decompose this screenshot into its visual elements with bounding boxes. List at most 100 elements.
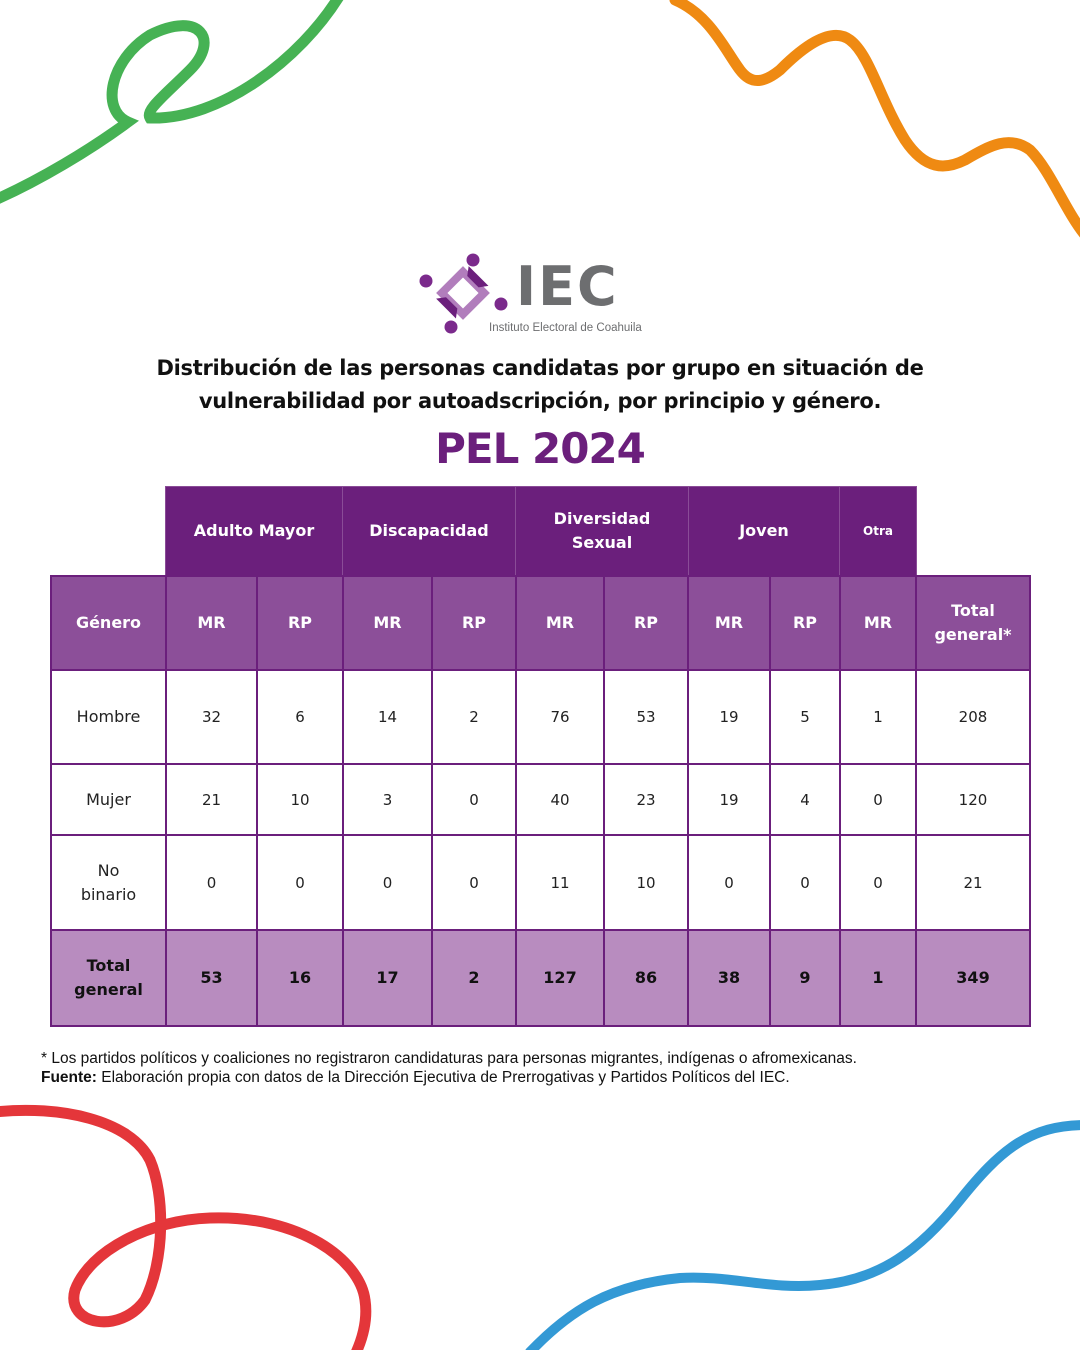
table-cell: 0: [256, 834, 344, 931]
cell-value: 10: [636, 873, 656, 892]
table-cell-total: 21: [915, 834, 1031, 931]
header-label: MR: [714, 613, 744, 632]
red-squiggle-icon: [0, 1104, 372, 1350]
total-cell: 2: [431, 929, 517, 1027]
cell-value: 0: [469, 790, 479, 809]
table-cell: 21: [165, 763, 258, 836]
source-line: Fuente: Elaboración propia con datos de …: [41, 1068, 1051, 1087]
row-label-mujer: Mujer: [50, 763, 167, 836]
table-cell: 76: [515, 669, 605, 765]
cell-value: 0: [724, 873, 734, 892]
group-header-otra: Otra: [839, 486, 917, 576]
row-label-total-general: Total general: [50, 929, 167, 1027]
cell-value: 53: [200, 968, 223, 987]
table-cell: 0: [687, 834, 771, 931]
header-label: MR: [373, 613, 402, 632]
cell-value: 14: [377, 708, 398, 726]
cell-value: 5: [800, 708, 810, 726]
cell-value: 2: [468, 968, 480, 987]
table-cell: 2: [431, 669, 517, 765]
source-label: Fuente:: [41, 1069, 97, 1086]
column-header-rp: RP: [256, 575, 344, 671]
row-label-hombre: Hombre: [50, 669, 167, 765]
iec-logo-mark-icon: [419, 253, 508, 334]
cell-value: 1: [872, 968, 884, 987]
cell-value: 53: [636, 708, 656, 726]
table-cell: 40: [515, 763, 605, 836]
cell-value: 32: [201, 708, 222, 726]
cell-value: 9: [799, 968, 811, 987]
cell-value: 23: [636, 790, 656, 809]
header-label: RP: [792, 613, 818, 632]
cell-value: 10: [290, 790, 310, 809]
group-header-diversidad-sexual: Diversidad Sexual: [515, 486, 689, 576]
row-label: Mujer: [86, 789, 131, 809]
group-label: Otra: [863, 524, 893, 538]
column-header-mr: MR: [687, 575, 771, 671]
table-cell: 53: [603, 669, 689, 765]
cell-value: 3: [382, 790, 393, 809]
row-label: Hombre: [76, 707, 141, 726]
total-cell: 9: [769, 929, 841, 1027]
table-cell: 0: [769, 834, 841, 931]
cell-value: 38: [717, 968, 741, 987]
group-label: Joven: [739, 521, 789, 540]
total-cell: 17: [342, 929, 433, 1027]
column-header-rp: RP: [431, 575, 517, 671]
column-header-mr: MR: [839, 575, 917, 671]
table-cell: 0: [165, 834, 258, 931]
header-label: MR: [863, 613, 893, 632]
header-label: MR: [545, 613, 575, 632]
orange-squiggle-icon: [669, 0, 1080, 238]
table-cell: 10: [256, 763, 344, 836]
table-cell: 11: [515, 834, 605, 931]
table-cell: 10: [603, 834, 689, 931]
table-cell: 19: [687, 669, 771, 765]
total-cell: 38: [687, 929, 771, 1027]
header-label: RP: [633, 613, 659, 632]
cell-value: 0: [800, 873, 810, 892]
cell-value: 0: [206, 873, 217, 892]
cell-value: 0: [295, 873, 305, 892]
cell-value: 208: [958, 708, 988, 726]
header-label: MR: [197, 613, 226, 632]
header-label: RP: [461, 613, 487, 632]
table-cell: 23: [603, 763, 689, 836]
logo-acronym: IEC: [516, 255, 619, 318]
cell-value: 2: [469, 708, 479, 726]
group-header-joven: Joven: [688, 486, 840, 576]
table-cell: 3: [342, 763, 433, 836]
table-cell: 0: [342, 834, 433, 931]
row-label-no-binario: No binario: [50, 834, 167, 931]
group-label: Adulto Mayor: [193, 521, 315, 540]
group-label: Discapacidad: [369, 521, 489, 540]
header-label: Género: [75, 613, 142, 632]
table-cell: 0: [431, 834, 517, 931]
group-label: Diversidad Sexual: [553, 509, 651, 552]
table-cell: 32: [165, 669, 258, 765]
total-cell: 53: [165, 929, 258, 1027]
table-cell: 4: [769, 763, 841, 836]
footnotes: * Los partidos políticos y coaliciones n…: [41, 1049, 1051, 1087]
cell-value: 127: [543, 968, 577, 987]
row-label: No binario: [80, 860, 137, 904]
cell-value: 21: [963, 873, 983, 892]
total-cell: 86: [603, 929, 689, 1027]
chart-title: Distribución de las personas candidatas …: [156, 356, 924, 413]
cell-value: 0: [469, 873, 479, 892]
iec-logo: IEC Instituto Electoral de Coahuila: [418, 252, 668, 336]
cell-value: 1: [873, 708, 883, 726]
group-header-discapacidad: Discapacidad: [342, 486, 516, 576]
table-cell: 0: [431, 763, 517, 836]
blue-squiggle-icon: [525, 1120, 1080, 1350]
logo-institution-name: Instituto Electoral de Coahuila: [489, 322, 642, 334]
header-label: Total general*: [934, 601, 1012, 644]
total-cell: 127: [515, 929, 605, 1027]
cell-value: 76: [550, 708, 570, 726]
table-cell: 19: [687, 763, 771, 836]
total-cell: 16: [256, 929, 344, 1027]
column-header-mr: MR: [515, 575, 605, 671]
cell-value: 0: [382, 873, 393, 892]
chart-subtitle: PEL 2024: [435, 424, 646, 473]
column-header-rp: RP: [603, 575, 689, 671]
